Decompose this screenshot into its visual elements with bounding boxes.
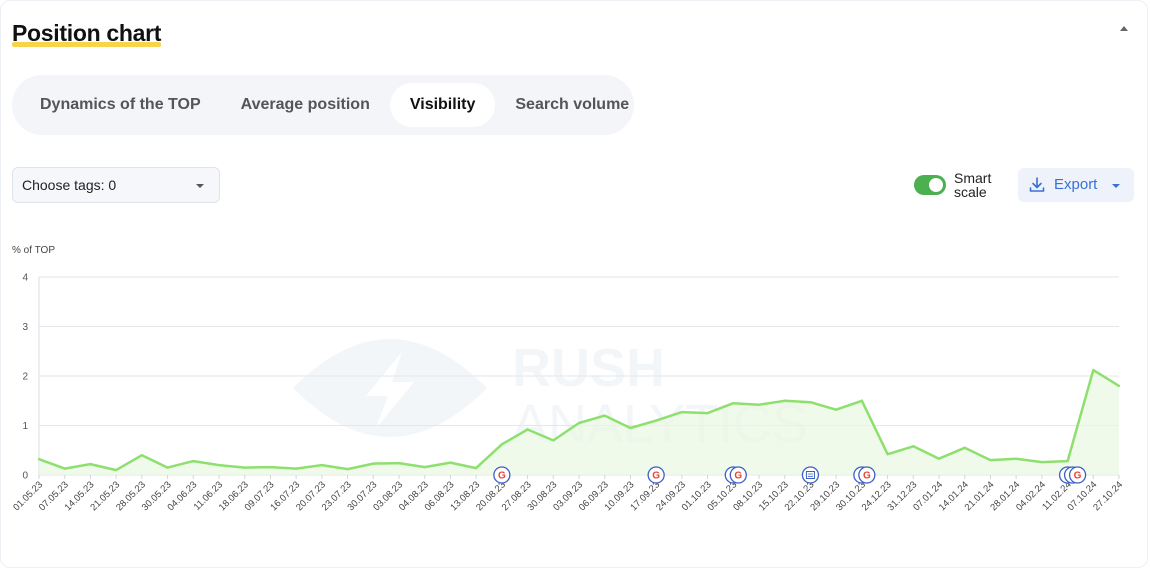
data-point: [346, 467, 349, 471]
chevron-down-icon: [196, 184, 204, 188]
google-icon[interactable]: G: [858, 466, 876, 484]
data-point: [166, 466, 169, 469]
data-point: [629, 426, 632, 430]
data-point: [63, 467, 66, 470]
series-area: [39, 370, 1119, 475]
svg-text:G: G: [652, 471, 660, 482]
export-button[interactable]: Export: [1018, 168, 1134, 202]
data-point: [1014, 457, 1018, 460]
tab-average-position[interactable]: Average position: [240, 96, 370, 113]
watermark-eye-icon: [293, 339, 487, 437]
smart-scale-line1: Smart: [954, 170, 992, 186]
data-point: [449, 461, 452, 464]
y-axis-label: % of TOP: [12, 245, 55, 256]
data-point: [37, 457, 41, 461]
data-point: [654, 419, 658, 422]
data-point: [1117, 384, 1121, 388]
page-title: Position chart: [12, 18, 161, 48]
toggle-knob: [929, 178, 943, 192]
y-tick-label: 1: [22, 421, 28, 432]
google-icon[interactable]: G: [1068, 466, 1087, 484]
google-icon[interactable]: G: [493, 466, 511, 484]
data-point: [732, 402, 735, 405]
data-point: [989, 458, 992, 462]
watermark-text-line1: RUSH: [512, 338, 665, 398]
smart-scale-line2: scale: [954, 184, 987, 200]
data-point: [217, 463, 221, 467]
data-point: [269, 465, 272, 469]
data-point: [963, 446, 966, 449]
data-point: [320, 463, 324, 467]
data-point: [860, 399, 864, 402]
y-tick-label: 0: [22, 471, 28, 482]
data-point: [372, 462, 375, 465]
data-point: [192, 459, 195, 463]
page-title-text: Position chart: [12, 20, 162, 46]
svg-text:G: G: [498, 471, 506, 482]
data-point: [680, 410, 684, 414]
data-point: [783, 399, 786, 402]
data-point: [809, 401, 812, 404]
y-tick-label: 4: [22, 273, 28, 284]
data-point: [89, 462, 92, 466]
data-point: [706, 411, 709, 415]
data-point: [757, 403, 761, 406]
note-icon[interactable]: [801, 466, 820, 484]
smart-scale-label: Smart scale: [954, 171, 1002, 199]
data-point: [243, 466, 246, 469]
data-point: [114, 468, 118, 472]
data-point: [500, 443, 504, 446]
download-icon: [1029, 177, 1045, 192]
watermark-bolt-icon: [366, 352, 414, 428]
data-point: [937, 457, 941, 460]
svg-text:G: G: [1074, 471, 1082, 482]
data-point: [1040, 460, 1044, 464]
export-label: Export: [1054, 176, 1098, 193]
smart-scale-toggle[interactable]: [914, 175, 946, 195]
data-point: [140, 454, 144, 457]
tab-visibility[interactable]: Visibility: [389, 83, 496, 127]
data-point: [397, 461, 401, 465]
data-point: [1066, 459, 1069, 463]
data-point: [886, 453, 889, 456]
export-chevron-down-icon[interactable]: [1112, 184, 1120, 188]
data-point: [834, 408, 838, 411]
data-point: [474, 466, 478, 470]
svg-text:G: G: [734, 471, 742, 482]
choose-tags-select[interactable]: Choose tags: 0: [12, 167, 220, 203]
data-point: [294, 467, 298, 470]
data-point: [423, 465, 426, 469]
collapse-icon[interactable]: [1120, 26, 1128, 31]
svg-text:G: G: [863, 471, 871, 482]
data-point: [912, 445, 915, 448]
google-icon[interactable]: G: [729, 466, 747, 484]
google-icon[interactable]: G: [647, 466, 665, 484]
data-point: [552, 439, 555, 442]
data-point: [603, 414, 606, 417]
y-tick-label: 2: [22, 372, 28, 383]
data-point: [526, 428, 529, 431]
chart-tabs: Dynamics of the TOP Average position Vis…: [12, 75, 634, 135]
choose-tags-label: Choose tags: 0: [22, 177, 117, 193]
data-point: [1092, 368, 1095, 372]
y-tick-label: 3: [22, 322, 28, 333]
tab-search-volume[interactable]: Search volume: [515, 96, 630, 113]
tab-dynamics-of-top[interactable]: Dynamics of the TOP: [40, 96, 201, 113]
data-point: [577, 421, 581, 425]
